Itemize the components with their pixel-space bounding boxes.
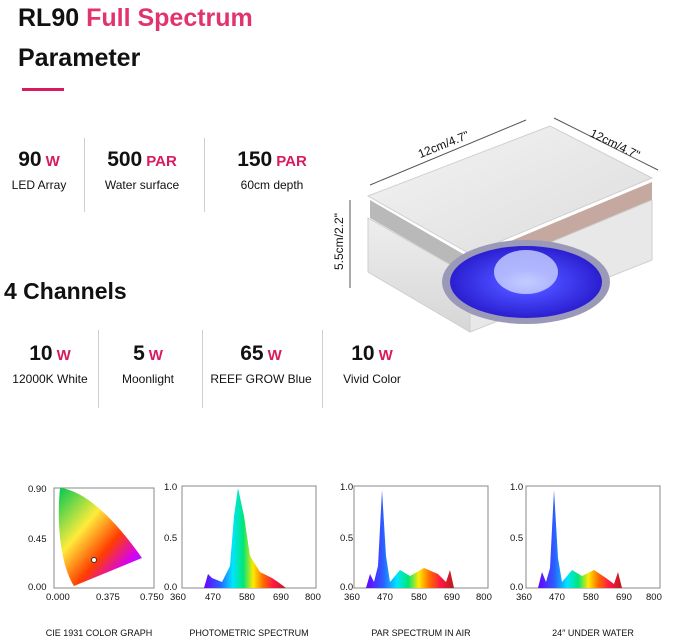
x-tick: 470	[205, 592, 221, 603]
channel-value: 65	[240, 342, 264, 365]
spec-unit: W	[45, 153, 60, 170]
y-tick: 1.0	[164, 482, 178, 493]
channel-vivid-color: 10 W Vivid Color	[330, 342, 414, 386]
section-title-parameter: Parameter	[18, 44, 141, 72]
channel-unit: W	[267, 347, 282, 364]
divider	[202, 330, 203, 408]
x-tick: 800	[646, 592, 662, 603]
y-tick: 0.0	[164, 582, 178, 593]
spec-value: 90	[18, 148, 42, 171]
y-tick: 0.5	[164, 533, 178, 544]
product-top	[366, 125, 654, 255]
channel-value: 10	[351, 342, 375, 365]
channel-label: 12000K White	[12, 372, 88, 386]
spectrum-curve	[204, 488, 286, 588]
page-title: RL90 Full Spectrum	[18, 4, 253, 33]
channel-label: Moonlight	[121, 372, 175, 386]
led-lens	[494, 250, 558, 294]
x-tick: 0.375	[96, 592, 120, 603]
y-tick: 1.0	[510, 482, 524, 493]
graph-caption: 24″ UNDER WATER	[552, 628, 634, 638]
y-tick: 0.5	[340, 533, 354, 544]
title-underline	[22, 88, 64, 91]
divider	[204, 138, 205, 212]
cie-graph	[53, 487, 155, 589]
section-title-channels: 4 Channels	[4, 278, 127, 304]
dimension-line	[369, 119, 527, 186]
x-tick: 580	[239, 592, 255, 603]
white-point	[91, 557, 97, 563]
spec-value: 150	[237, 148, 273, 171]
spec-unit: PAR	[146, 153, 177, 170]
y-tick: 0.0	[510, 582, 524, 593]
x-tick: 800	[476, 592, 492, 603]
channel-white: 10 W 12000K White	[4, 342, 96, 386]
model-name: RL90	[18, 4, 80, 32]
photometric-graph	[181, 485, 317, 589]
x-tick: 360	[170, 592, 186, 603]
x-tick: 360	[516, 592, 532, 603]
y-tick: 0.90	[28, 484, 47, 495]
spec-label: Water surface	[104, 178, 180, 192]
channel-label: Vivid Color	[343, 372, 401, 386]
x-tick: 470	[377, 592, 393, 603]
graph-caption: PHOTOMETRIC SPECTRUM	[189, 628, 309, 638]
spec-60cm-depth: 150 PAR 60cm depth	[220, 148, 324, 192]
channel-label: REEF GROW Blue	[210, 372, 312, 386]
x-tick: 580	[583, 592, 599, 603]
x-tick: 580	[411, 592, 427, 603]
channel-value: 5	[133, 342, 145, 365]
channel-reef-grow-blue: 65 W REEF GROW Blue	[206, 342, 316, 386]
y-tick: 1.0	[340, 482, 354, 493]
par-air-graph	[353, 485, 489, 589]
channel-unit: W	[148, 347, 163, 364]
cie-gamut	[58, 488, 142, 586]
channel-unit: W	[378, 347, 393, 364]
spectrum-curve	[366, 490, 454, 588]
y-tick: 0.45	[28, 534, 47, 545]
graph-caption: CIE 1931 COLOR GRAPH	[45, 628, 153, 638]
spectrum-curve	[538, 490, 622, 588]
heat-fins	[370, 200, 470, 276]
divider	[322, 330, 323, 408]
y-tick: 0.0	[340, 582, 354, 593]
dimension-height-label: 5.5cm/2.2"	[332, 213, 346, 270]
graph-caption: PAR SPECTRUM IN AIR	[371, 628, 471, 638]
spec-label: 60cm depth	[240, 178, 304, 192]
product-image	[349, 117, 659, 333]
under-water-graph	[525, 485, 661, 589]
y-tick: 0.00	[28, 582, 47, 593]
x-tick: 690	[273, 592, 289, 603]
spec-water-surface: 500 PAR Water surface	[92, 148, 192, 192]
x-tick: 360	[344, 592, 360, 603]
x-tick: 690	[616, 592, 632, 603]
x-tick: 0.000	[46, 592, 70, 603]
spec-label: LED Array	[11, 178, 67, 192]
x-tick: 470	[549, 592, 565, 603]
channel-value: 10	[29, 342, 53, 365]
x-tick: 800	[305, 592, 321, 603]
divider	[84, 138, 85, 212]
spec-value: 500	[107, 148, 143, 171]
model-accent: Full Spectrum	[86, 4, 253, 32]
spec-unit: PAR	[276, 153, 307, 170]
spec-led-array: 90 W LED Array	[6, 148, 72, 192]
dimension-line	[553, 117, 659, 171]
channel-unit: W	[56, 347, 71, 364]
y-tick: 0.5	[510, 533, 524, 544]
x-tick: 690	[444, 592, 460, 603]
x-tick: 0.750	[140, 592, 164, 603]
graph-frame	[53, 487, 155, 589]
divider	[98, 330, 99, 408]
